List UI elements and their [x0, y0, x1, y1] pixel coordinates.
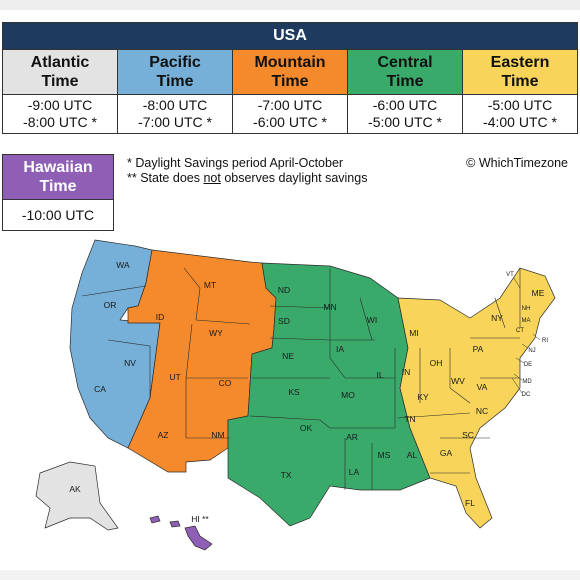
label-sc: SC [462, 430, 474, 440]
zone-atlantic-offsets: -9:00 UTC -8:00 UTC * [2, 94, 118, 134]
state-labels: WA OR CA NV ID MT WY UT AZ CO NM ND SD N… [69, 260, 548, 524]
label-wa: WA [116, 260, 130, 270]
label-ca: CA [94, 384, 106, 394]
label-nh: NH [522, 306, 531, 312]
label-ut: UT [169, 372, 180, 382]
label-ga: GA [440, 448, 453, 458]
label-la: LA [349, 467, 360, 477]
label-nc: NC [476, 406, 488, 416]
label-de: DE [524, 362, 532, 368]
label-ri: RI [542, 338, 548, 344]
credit-text: © WhichTimezone [466, 156, 568, 170]
footnote-no-dst-b: observes daylight savings [220, 171, 368, 185]
label-dc: DC [522, 392, 531, 398]
label-me: ME [532, 288, 545, 298]
label-in: IN [402, 367, 411, 377]
label-fl: FL [465, 498, 475, 508]
label-pa: PA [473, 344, 484, 354]
label-ny: NY [491, 313, 503, 323]
label-mo: MO [341, 390, 355, 400]
alaska-shape [35, 461, 119, 531]
label-il: IL [376, 370, 383, 380]
label-mt: MT [204, 280, 216, 290]
label-wi: WI [367, 315, 377, 325]
label-wy: WY [209, 328, 223, 338]
zone-mountain-name: Mountain Time [232, 49, 348, 95]
label-sd: SD [278, 316, 290, 326]
label-hi: HI ** [191, 514, 209, 524]
zone-central-offsets: -6:00 UTC -5:00 UTC * [347, 94, 463, 134]
footnote-dst: * Daylight Savings period April-October [127, 156, 344, 170]
zone-atlantic-name: Atlantic Time [2, 49, 118, 95]
bottom-band [0, 570, 580, 580]
footnote-no-dst-a: ** State does [127, 171, 204, 185]
label-ky: KY [417, 392, 429, 402]
label-ne: NE [282, 351, 294, 361]
label-oh: OH [430, 358, 443, 368]
label-nd: ND [278, 285, 290, 295]
label-tn: TN [404, 414, 415, 424]
label-wv: WV [451, 376, 465, 386]
zone-mountain-offsets: -7:00 UTC -6:00 UTC * [232, 94, 348, 134]
zone-central-name: Central Time [347, 49, 463, 95]
top-band [0, 0, 580, 10]
hawaii-shape [149, 515, 213, 551]
state-borders [81, 267, 521, 490]
zone-pacific-name: Pacific Time [117, 49, 233, 95]
label-co: CO [219, 378, 232, 388]
footnote-no-dst-underline: not [203, 171, 221, 185]
label-nm: NM [211, 430, 224, 440]
label-al: AL [407, 450, 418, 460]
zone-eastern-offsets: -5:00 UTC -4:00 UTC * [462, 94, 578, 134]
label-va: VA [477, 382, 488, 392]
label-az: AZ [158, 430, 169, 440]
label-ar: AR [346, 432, 358, 442]
zone-eastern-name: Eastern Time [462, 49, 578, 95]
label-id: ID [156, 312, 165, 322]
label-nj: NJ [528, 348, 535, 354]
hawaii-table: Hawaiian Time -10:00 UTC [2, 154, 114, 231]
label-or: OR [104, 300, 117, 310]
us-timezone-map: WA OR CA NV ID MT WY UT AZ CO NM ND SD N… [35, 239, 556, 551]
label-nv: NV [124, 358, 136, 368]
table-title: USA [2, 22, 578, 50]
label-ms: MS [378, 450, 391, 460]
label-ak: AK [69, 484, 81, 494]
footnote-no-dst: ** State does not observes daylight savi… [127, 171, 367, 186]
label-vt: VT [506, 272, 514, 278]
label-ok: OK [300, 423, 313, 433]
label-leaders [511, 277, 541, 394]
label-ks: KS [288, 387, 300, 397]
label-ia: IA [336, 344, 344, 354]
label-ct: CT [516, 328, 524, 334]
label-md: MD [522, 379, 532, 385]
label-mi: MI [409, 328, 418, 338]
timezone-table: USA Atlantic Time Pacific Time Mountain … [2, 22, 578, 134]
zone-pacific-offsets: -8:00 UTC -7:00 UTC * [117, 94, 233, 134]
footnotes: * Daylight Savings period April-October … [127, 156, 367, 186]
label-ma: MA [522, 318, 531, 324]
label-tx: TX [281, 470, 292, 480]
zone-hawaii-offsets: -10:00 UTC [2, 199, 114, 231]
label-mn: MN [323, 302, 336, 312]
zone-hawaii-name: Hawaiian Time [2, 154, 114, 200]
